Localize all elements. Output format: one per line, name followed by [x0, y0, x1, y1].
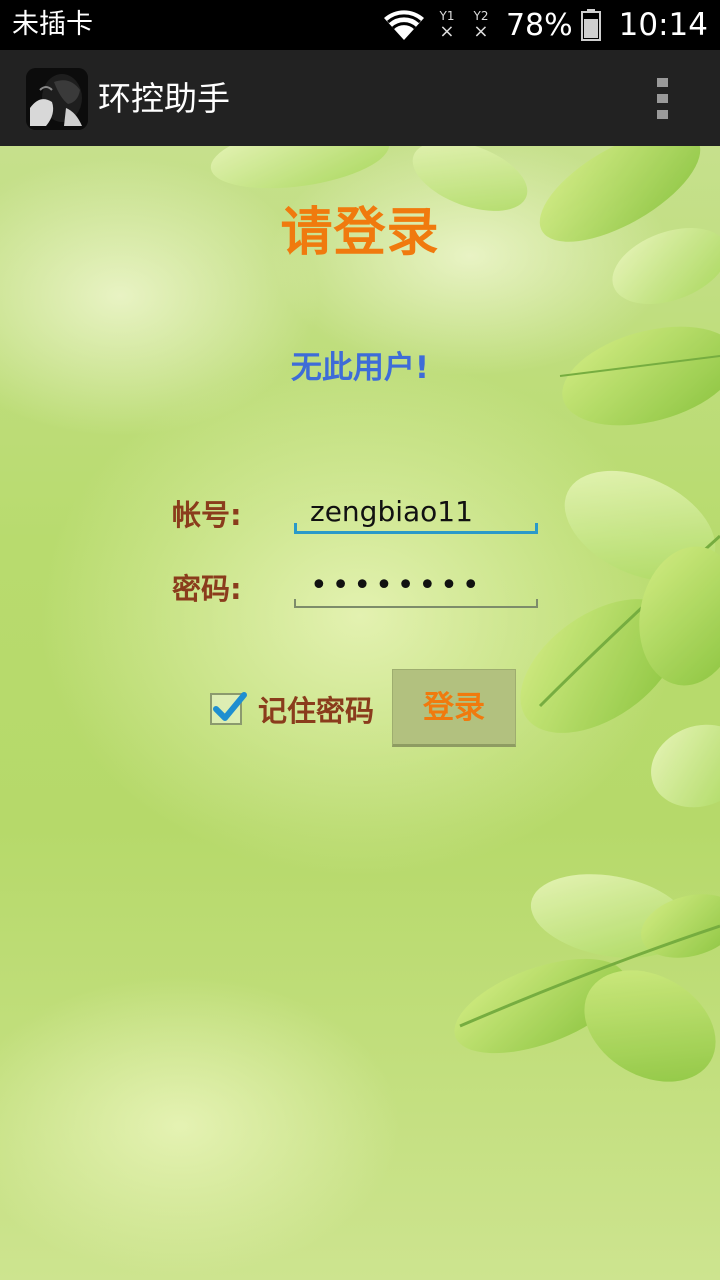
password-input[interactable]: •••••••• — [294, 564, 538, 608]
wifi-icon — [382, 8, 426, 42]
carrier-status: 未插卡 — [12, 6, 93, 44]
account-label: 帐号: — [172, 492, 242, 534]
sim1-state: × — [434, 23, 460, 41]
checkmark-icon — [210, 687, 250, 727]
page-title: 请登录 — [0, 190, 720, 265]
remember-password-label[interactable]: 记住密码 — [258, 688, 374, 730]
sim1-icon: Y1 × — [434, 5, 460, 45]
status-bar: 未插卡 Y1 × Y2 × 78% 10:14 — [0, 0, 720, 50]
remember-password-checkbox[interactable] — [210, 693, 242, 725]
error-message: 无此用户! — [0, 342, 720, 387]
account-input[interactable]: zengbiao11 — [294, 490, 538, 534]
sim2-icon: Y2 × — [468, 5, 494, 45]
battery-icon — [581, 9, 601, 41]
app-title: 环控助手 — [98, 74, 230, 124]
overflow-menu-button[interactable] — [646, 78, 680, 120]
app-logo[interactable] — [26, 68, 88, 130]
sim2-state: × — [468, 23, 494, 41]
overflow-dot-icon — [657, 110, 668, 119]
status-icons: Y1 × Y2 × 78% 10:14 — [382, 0, 708, 50]
action-bar: 环控助手 — [0, 50, 720, 147]
login-content: 请登录 无此用户! 帐号: zengbiao11 密码: •••••••• 记住… — [0, 146, 720, 1280]
battery-percent: 78% — [506, 8, 573, 43]
login-button[interactable]: 登录 — [392, 669, 516, 747]
overflow-dot-icon — [657, 78, 668, 87]
overflow-dot-icon — [657, 94, 668, 103]
remember-password-row: 记住密码 — [210, 689, 374, 729]
password-label: 密码: — [172, 566, 242, 608]
clock: 10:14 — [619, 7, 708, 43]
